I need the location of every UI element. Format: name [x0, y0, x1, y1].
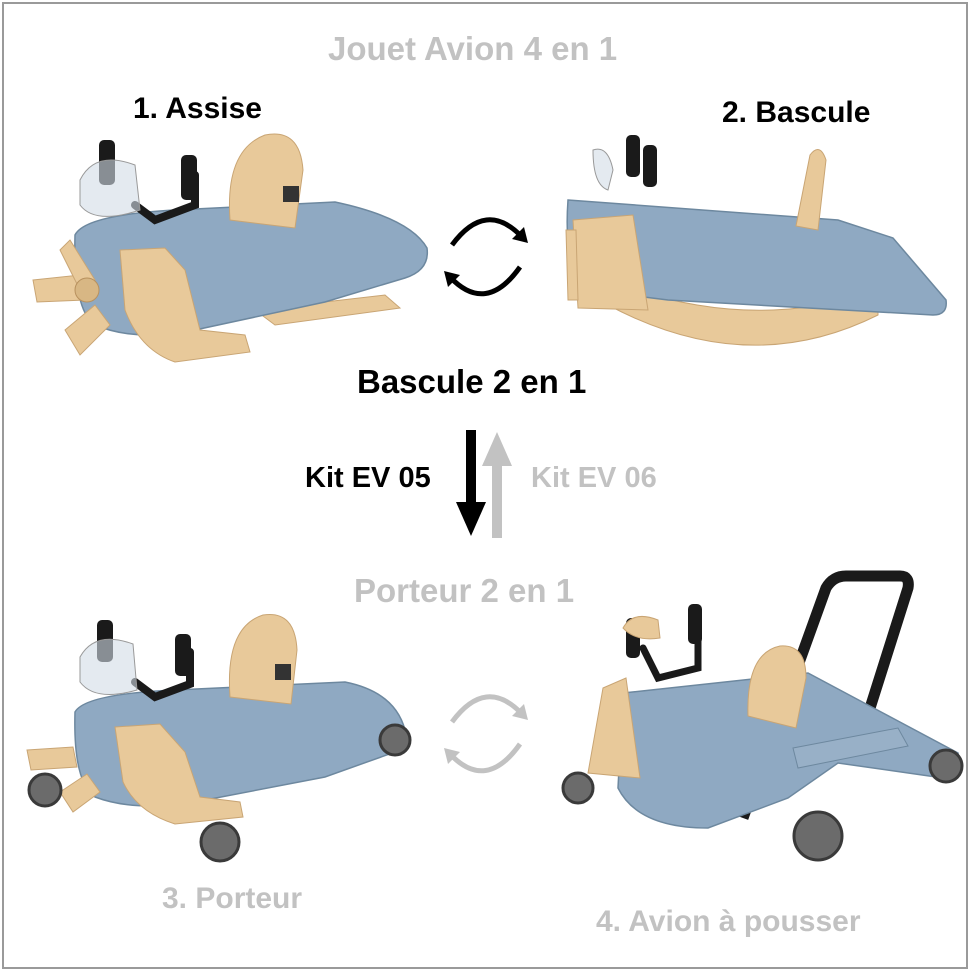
cycle-arrows-icon-inactive — [444, 694, 528, 774]
mode-label-avion-a-pousser: 4. Avion à pousser — [596, 905, 861, 938]
plane-ride-on-illustration — [26, 613, 412, 863]
carrier-group-title: Porteur 2 en 1 — [354, 572, 575, 609]
kit-up-label: Kit EV 06 — [531, 462, 657, 494]
plane-seat-illustration — [32, 133, 429, 363]
kit-down-label: Kit EV 05 — [305, 462, 431, 494]
arrow-down-icon — [456, 430, 486, 536]
plane-push-illustration — [561, 570, 964, 862]
mode-label-porteur: 3. Porteur — [162, 882, 303, 915]
cycle-arrows-icon — [444, 217, 528, 297]
arrow-up-icon — [482, 432, 512, 538]
rocker-group-title: Bascule 2 en 1 — [357, 363, 587, 400]
mode-label-bascule: 2. Bascule — [722, 96, 871, 129]
mode-label-assise: 1. Assise — [133, 92, 262, 125]
diagram-title: Jouet Avion 4 en 1 — [328, 30, 618, 67]
plane-rocker-illustration — [565, 135, 947, 346]
